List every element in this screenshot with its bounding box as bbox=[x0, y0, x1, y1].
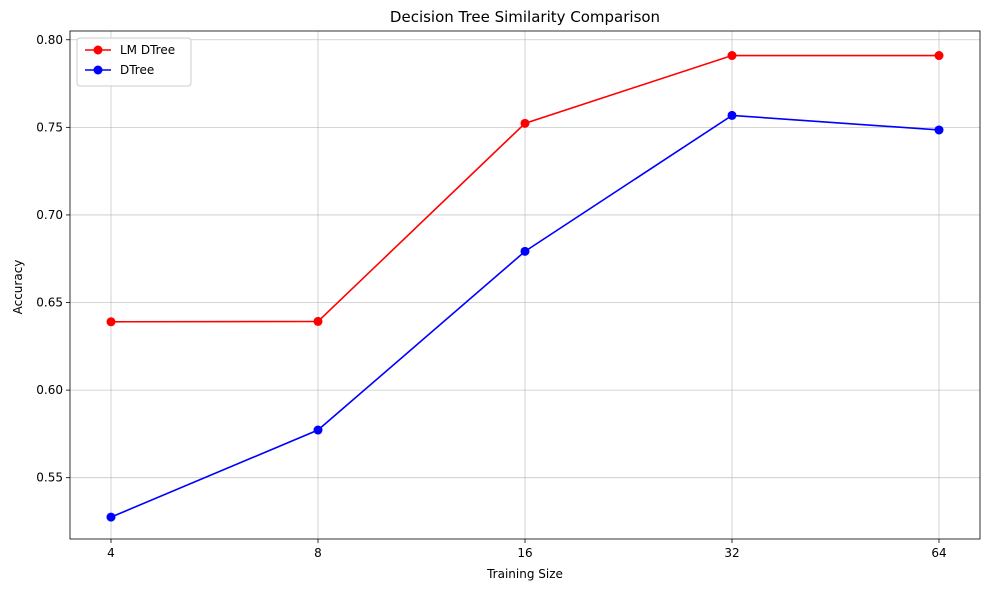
legend-label: LM DTree bbox=[120, 43, 175, 57]
y-tick-label: 0.75 bbox=[36, 120, 63, 134]
chart-title: Decision Tree Similarity Comparison bbox=[390, 8, 660, 26]
data-point bbox=[934, 125, 944, 135]
data-point bbox=[727, 110, 737, 120]
legend-swatch-marker bbox=[93, 45, 103, 55]
series-lines bbox=[106, 51, 944, 522]
y-tick-label: 0.55 bbox=[36, 471, 63, 485]
data-point bbox=[520, 246, 530, 256]
legend: LM DTree DTree bbox=[76, 37, 192, 87]
x-tick-label: 16 bbox=[517, 546, 532, 560]
y-tick-label: 0.60 bbox=[36, 383, 63, 397]
legend-label: DTree bbox=[120, 63, 154, 77]
data-point bbox=[520, 118, 530, 128]
x-tick-label: 64 bbox=[931, 546, 946, 560]
series-0 bbox=[106, 51, 944, 327]
data-point bbox=[313, 316, 323, 326]
axes bbox=[66, 30, 981, 543]
data-point bbox=[313, 425, 323, 435]
plot-frame bbox=[69, 30, 981, 540]
y-tick-label: 0.80 bbox=[36, 33, 63, 47]
y-tick-label: 0.70 bbox=[36, 208, 63, 222]
x-tick-label: 8 bbox=[314, 546, 322, 560]
x-axis-label: Training Size bbox=[486, 567, 563, 581]
data-point bbox=[106, 512, 116, 522]
series-1 bbox=[106, 110, 944, 522]
legend-swatch-marker bbox=[93, 65, 103, 75]
x-tick-label: 32 bbox=[724, 546, 739, 560]
x-tick-label: 4 bbox=[107, 546, 115, 560]
y-tick-label: 0.65 bbox=[36, 296, 63, 310]
y-axis-label: Accuracy bbox=[11, 260, 25, 315]
data-point bbox=[727, 51, 737, 61]
tick-labels: 4 8 16 32 64 0.55 0.60 0.65 0.70 0.75 0.80 bbox=[36, 33, 946, 560]
data-point bbox=[934, 51, 944, 61]
data-point bbox=[106, 317, 116, 327]
